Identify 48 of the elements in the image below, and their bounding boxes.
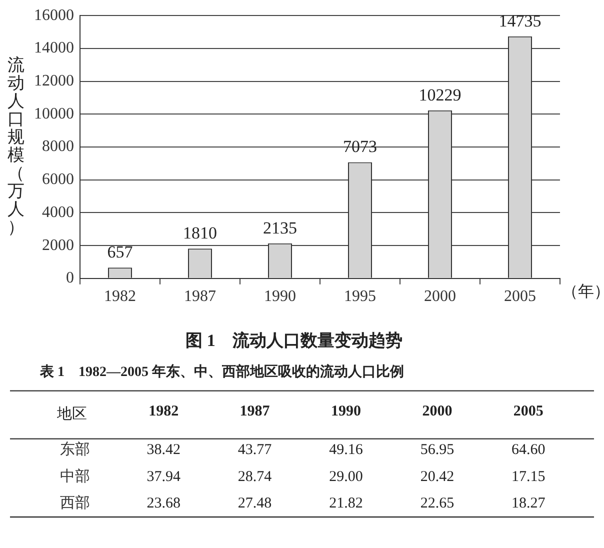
y-tick-label: 12000 — [34, 72, 74, 90]
text: 流动人口规模（万人） — [8, 55, 24, 236]
x-tick-label: 2000 — [422, 404, 452, 420]
x-tick-label: 1982 — [104, 288, 136, 306]
text: 图 1 流动人口数量变动趋势 — [186, 331, 402, 350]
data-label: 27.48 — [238, 496, 272, 512]
y-tick-label: 6000 — [42, 171, 74, 188]
y-axis-title: 地区 — [56, 406, 87, 423]
y-tick-label: 2000 — [42, 236, 74, 254]
data-label: 38.42 — [146, 442, 180, 458]
y-tick-label: 中部 — [60, 468, 90, 485]
data-label: 2135 — [263, 218, 297, 238]
chart-title: 表 1 1982—2005 年东、中、西部地区吸收的流动人口比例 — [39, 363, 404, 380]
data-label: 21.82 — [329, 496, 363, 512]
data-label: 28.74 — [238, 468, 272, 485]
data-label: 22.65 — [420, 496, 454, 512]
data-label: 10229 — [418, 85, 462, 104]
data-label: 56.95 — [420, 442, 454, 458]
y-tick-label: 4000 — [42, 204, 74, 221]
x-tick-label: 1990 — [331, 404, 361, 420]
data-label: 1810 — [183, 224, 217, 243]
x-tick-label: 2005 — [513, 404, 544, 420]
data-label: 43.77 — [238, 442, 272, 458]
data-label: 37.94 — [146, 468, 181, 485]
x-tick-label: 1990 — [264, 288, 296, 306]
y-tick-label: 西部 — [60, 494, 90, 512]
x-tick-label: 1987 — [184, 288, 216, 306]
y-tick-label: 0 — [66, 270, 74, 287]
data-label: 49.16 — [329, 442, 364, 458]
data-label: 20.42 — [420, 468, 454, 485]
data-label: 64.60 — [512, 442, 546, 458]
x-tick-label: 2000 — [424, 288, 456, 306]
data-label: 29.00 — [329, 468, 363, 485]
y-tick-label: 16000 — [34, 6, 74, 24]
y-tick-label: 14000 — [34, 40, 74, 57]
data-label: 657 — [107, 242, 134, 262]
y-tick-label: 10000 — [34, 105, 74, 122]
x-tick-label: 1995 — [344, 288, 376, 306]
y-tick-label: 东部 — [60, 441, 90, 458]
y-tick-label: 8000 — [42, 138, 74, 156]
data-label: 14735 — [498, 11, 542, 30]
data-label: 17.15 — [512, 468, 546, 485]
x-tick-label: 2005 — [504, 288, 536, 306]
x-tick-label: 1987 — [240, 404, 270, 420]
x-tick-label: 1982 — [148, 404, 179, 420]
data-label: 23.68 — [146, 496, 180, 512]
x-axis-title: （年） — [562, 284, 604, 301]
data-label: 18.27 — [512, 496, 546, 512]
